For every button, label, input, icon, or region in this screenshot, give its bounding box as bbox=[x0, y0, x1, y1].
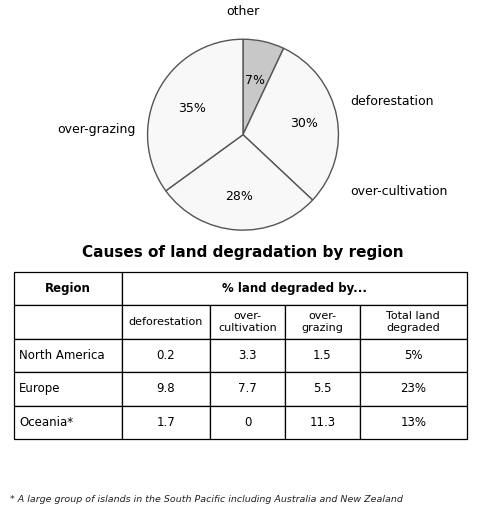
Text: 11.3: 11.3 bbox=[309, 416, 335, 429]
Text: 0: 0 bbox=[244, 416, 251, 429]
Text: 30%: 30% bbox=[290, 117, 318, 130]
Text: 5.5: 5.5 bbox=[313, 382, 331, 395]
Bar bbox=[285, 339, 360, 372]
Text: 1.7: 1.7 bbox=[156, 416, 175, 429]
Text: 7%: 7% bbox=[245, 74, 265, 87]
Bar bbox=[210, 406, 285, 439]
Text: over-grazing: over-grazing bbox=[58, 123, 136, 136]
Text: over-
cultivation: over- cultivation bbox=[218, 311, 277, 333]
Bar bbox=[15, 305, 122, 339]
Bar bbox=[122, 272, 467, 305]
Bar bbox=[15, 339, 122, 372]
Text: Oceania*: Oceania* bbox=[19, 416, 73, 429]
Text: % land degraded by...: % land degraded by... bbox=[222, 282, 367, 295]
Wedge shape bbox=[243, 48, 338, 200]
Text: other: other bbox=[226, 5, 260, 18]
Bar bbox=[360, 305, 467, 339]
Bar bbox=[122, 339, 210, 372]
Bar bbox=[122, 372, 210, 406]
Bar bbox=[285, 406, 360, 439]
Text: 9.8: 9.8 bbox=[156, 382, 175, 395]
Text: deforestation: deforestation bbox=[129, 317, 203, 327]
Bar bbox=[360, 372, 467, 406]
Bar bbox=[210, 372, 285, 406]
Bar bbox=[360, 339, 467, 372]
Bar bbox=[210, 339, 285, 372]
Bar bbox=[122, 305, 210, 339]
Wedge shape bbox=[243, 39, 284, 135]
Text: 0.2: 0.2 bbox=[156, 349, 175, 362]
Wedge shape bbox=[148, 39, 243, 191]
Text: 35%: 35% bbox=[178, 102, 206, 115]
Text: over-
grazing: over- grazing bbox=[301, 311, 343, 333]
Bar bbox=[15, 272, 122, 305]
Bar bbox=[15, 372, 122, 406]
Text: 13%: 13% bbox=[400, 416, 426, 429]
Bar bbox=[122, 406, 210, 439]
Bar bbox=[285, 372, 360, 406]
Text: Total land
degraded: Total land degraded bbox=[386, 311, 440, 333]
Bar bbox=[15, 406, 122, 439]
Bar bbox=[285, 305, 360, 339]
Text: 3.3: 3.3 bbox=[239, 349, 257, 362]
Bar bbox=[210, 305, 285, 339]
Text: deforestation: deforestation bbox=[350, 95, 434, 108]
Text: Region: Region bbox=[45, 282, 91, 295]
Text: over-cultivation: over-cultivation bbox=[350, 185, 447, 199]
Wedge shape bbox=[166, 135, 312, 230]
Text: North America: North America bbox=[19, 349, 104, 362]
Bar bbox=[360, 406, 467, 439]
Text: Europe: Europe bbox=[19, 382, 61, 395]
Text: 1.5: 1.5 bbox=[313, 349, 331, 362]
Text: 7.7: 7.7 bbox=[238, 382, 257, 395]
Text: 5%: 5% bbox=[404, 349, 422, 362]
Text: * A large group of islands in the South Pacific including Australia and New Zeal: * A large group of islands in the South … bbox=[10, 495, 402, 504]
Title: Causes of land degradation by region: Causes of land degradation by region bbox=[82, 245, 404, 260]
Text: 23%: 23% bbox=[400, 382, 426, 395]
Text: 28%: 28% bbox=[225, 190, 253, 203]
